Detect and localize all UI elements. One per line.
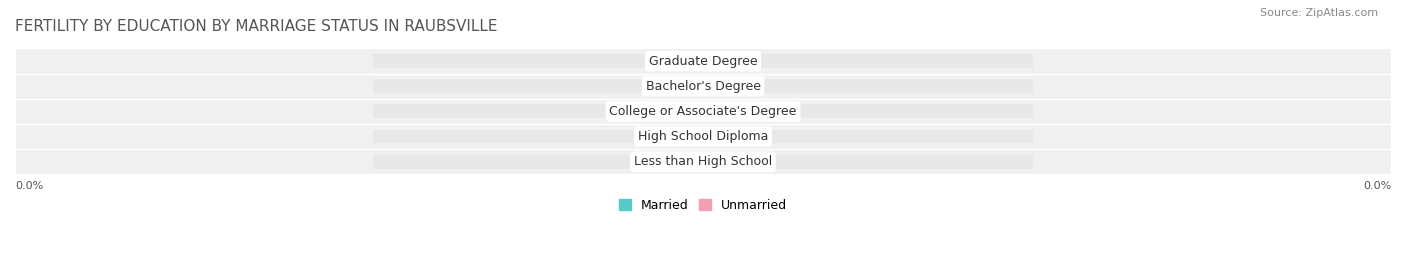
Text: 0.0%: 0.0%	[713, 80, 748, 93]
Bar	[703, 104, 1033, 118]
Bar	[703, 155, 1033, 169]
Bar	[15, 48, 1391, 74]
Text: 0.0%: 0.0%	[713, 130, 748, 143]
Bar	[15, 74, 1391, 99]
Bar	[703, 104, 758, 118]
Bar	[15, 124, 1391, 149]
Text: 0.0%: 0.0%	[658, 155, 693, 168]
Text: 0.0%: 0.0%	[658, 55, 693, 68]
Bar	[648, 155, 703, 169]
Bar	[373, 155, 703, 169]
Text: Source: ZipAtlas.com: Source: ZipAtlas.com	[1260, 8, 1378, 18]
Bar	[15, 149, 1391, 174]
Bar	[373, 79, 703, 93]
Bar	[373, 104, 703, 118]
Bar	[703, 54, 1033, 68]
Text: 0.0%: 0.0%	[658, 105, 693, 118]
Bar	[703, 79, 1033, 93]
Text: Graduate Degree: Graduate Degree	[648, 55, 758, 68]
Text: 0.0%: 0.0%	[658, 130, 693, 143]
Bar	[703, 130, 758, 143]
Text: 0.0%: 0.0%	[713, 105, 748, 118]
Bar	[703, 155, 758, 169]
Text: 0.0%: 0.0%	[713, 155, 748, 168]
Text: College or Associate's Degree: College or Associate's Degree	[609, 105, 797, 118]
Text: High School Diploma: High School Diploma	[638, 130, 768, 143]
Text: FERTILITY BY EDUCATION BY MARRIAGE STATUS IN RAUBSVILLE: FERTILITY BY EDUCATION BY MARRIAGE STATU…	[15, 19, 498, 34]
Bar	[15, 99, 1391, 124]
Text: 0.0%: 0.0%	[1362, 180, 1391, 191]
Bar	[648, 130, 703, 143]
Text: 0.0%: 0.0%	[15, 180, 44, 191]
Bar	[703, 54, 758, 68]
Bar	[373, 130, 703, 143]
Text: Bachelor's Degree: Bachelor's Degree	[645, 80, 761, 93]
Bar	[648, 54, 703, 68]
Bar	[373, 54, 703, 68]
Bar	[648, 79, 703, 93]
Text: Less than High School: Less than High School	[634, 155, 772, 168]
Legend: Married, Unmarried: Married, Unmarried	[619, 199, 787, 212]
Bar	[648, 104, 703, 118]
Bar	[703, 79, 758, 93]
Bar	[703, 130, 1033, 143]
Text: 0.0%: 0.0%	[713, 55, 748, 68]
Text: 0.0%: 0.0%	[658, 80, 693, 93]
